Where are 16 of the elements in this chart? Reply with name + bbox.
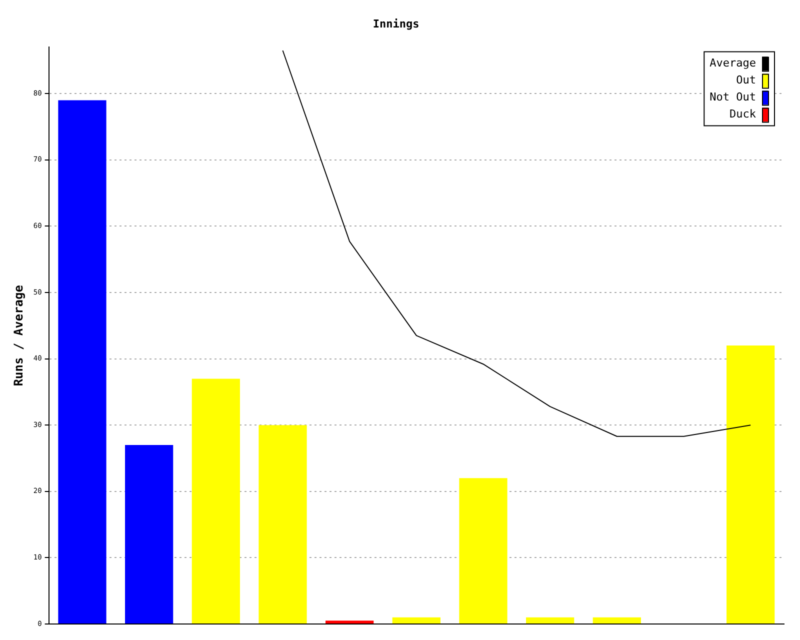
bar (192, 378, 240, 624)
bar (592, 617, 641, 624)
legend-label: Average (710, 56, 756, 70)
bar (58, 100, 106, 624)
bar (125, 444, 174, 624)
y-axis-title: Runs / Average (11, 285, 26, 386)
bar (526, 617, 574, 624)
bar (392, 617, 440, 624)
chart-title: Innings (372, 17, 420, 30)
legend-label: Not Out (710, 90, 756, 104)
bar (258, 425, 307, 624)
legend-label: Duck (730, 108, 756, 121)
bar (459, 478, 508, 624)
bar (726, 346, 775, 624)
bar (326, 620, 374, 624)
legend-label: Out (736, 74, 756, 87)
